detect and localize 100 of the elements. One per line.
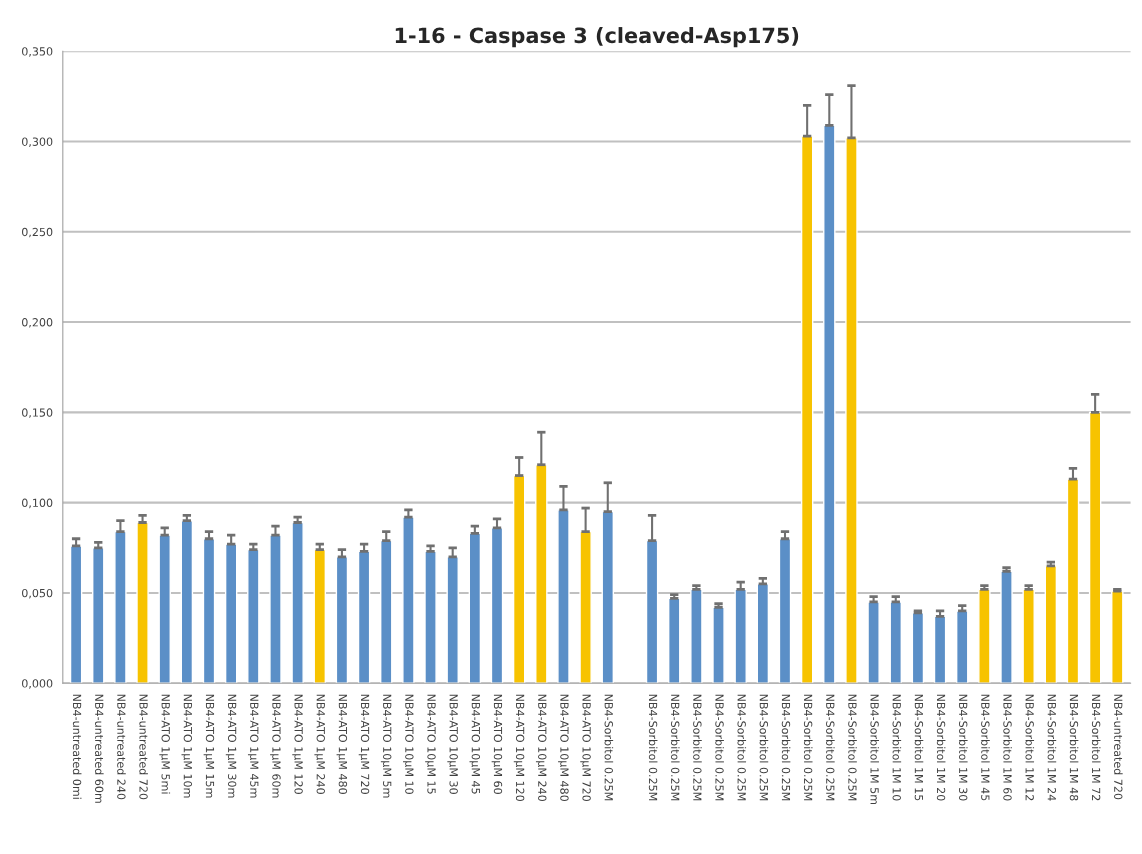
bar [557, 509, 570, 684]
chart-title: 1-16 - Caspase 3 (cleaved-Asp175) [395, 27, 799, 48]
x-tick-label: NB4-ATO 10µM 720 [580, 694, 591, 801]
x-tick-label: NB4-untreated 240 [117, 694, 126, 800]
x-tick-label: NB4-Sorbitol 1M 60 [1003, 694, 1012, 801]
bar [978, 588, 991, 684]
bar [601, 510, 615, 684]
bar [424, 550, 437, 684]
bar [158, 534, 171, 684]
bar [335, 556, 349, 684]
bar [224, 543, 238, 684]
x-tick-label: NB4-untreated 720 [139, 694, 148, 800]
bar [380, 539, 393, 684]
bar [645, 539, 659, 684]
y-tick-label: 0,000 [22, 679, 53, 689]
x-tick-label: NB4-ATO 1µM 5mi [159, 694, 171, 794]
x-tick-label: NB4-ATO 1µM 10m [181, 694, 193, 798]
x-tick-label: NB4-Sorbitol 1M 45 [981, 694, 990, 801]
bar [247, 548, 260, 684]
bar [92, 547, 105, 684]
bar [490, 527, 504, 684]
x-tick-label: NB4-Sorbitol 1M 5m [870, 694, 879, 805]
bar [402, 516, 415, 684]
bar [291, 521, 304, 684]
x-tick-label: NB4-ATO 10µM 480 [558, 694, 569, 801]
x-tick-label: NB4-ATO 1µM 60m [270, 694, 281, 798]
y-tick-label: 0,050 [22, 588, 53, 599]
bar [114, 530, 127, 684]
x-tick-label: NB4-Sorbitol 0.25M [759, 694, 769, 801]
x-tick-label: NB4-ATO 10µM 240 [535, 694, 547, 801]
x-tick-label: NB4-ATO 1µM 15m [203, 694, 215, 798]
bar [823, 124, 836, 684]
y-tick-label: 0,300 [22, 137, 53, 148]
x-tick-label: NB4-untreated 60m [95, 694, 104, 803]
bar [202, 538, 216, 684]
bar [867, 601, 880, 684]
bar [712, 606, 725, 684]
bar [446, 556, 459, 684]
x-tick-label: NB4-Sorbitol 0.25M [671, 694, 680, 801]
bar [845, 137, 858, 684]
bar [955, 610, 969, 684]
y-tick-label: 0,200 [22, 318, 53, 328]
bar [535, 464, 548, 684]
x-tick-label: NB4-ATO 10µM 30 [447, 694, 458, 794]
x-tick-label: NB4-Sorbitol 0.25M [803, 694, 813, 801]
y-tick-label: 0,150 [22, 408, 53, 418]
bar [1000, 570, 1013, 684]
bar [136, 521, 149, 684]
y-tick-label: 0,100 [22, 498, 53, 509]
bar [667, 597, 681, 684]
bar [180, 520, 194, 684]
x-tick-label: NB4-Sorbitol 0.25M [826, 694, 835, 801]
bar [778, 538, 792, 684]
x-tick-label: NB4-Sorbitol 1M 30 [958, 694, 968, 801]
bar [734, 588, 747, 684]
x-tick-label: NB4-ATO 10µM 15 [425, 694, 436, 794]
x-tick-label: NB4-ATO 10µM 45 [469, 694, 481, 794]
x-tick-label: NB4-Sorbitol 0.25M [737, 694, 747, 801]
x-tick-label: NB4-ATO 1µM 240 [314, 694, 325, 794]
x-tick-label: NB4-Sorbitol 0.25M [604, 694, 614, 801]
bar [933, 615, 947, 684]
bar [911, 612, 925, 684]
x-tick-label: NB4-ATO 10µM 60 [491, 694, 503, 794]
x-tick-label: NB4-ATO 10µM 120 [513, 694, 525, 801]
bar [889, 601, 902, 684]
bar [357, 550, 371, 684]
bar [800, 135, 814, 684]
bar [1111, 590, 1124, 684]
x-tick-label: NB4-ATO 1µM 45m [247, 694, 259, 798]
x-tick-label: NB4-untreated 0mi [72, 694, 82, 799]
bar [1088, 411, 1102, 684]
x-tick-label: NB4-Sorbitol 0.25M [715, 694, 724, 801]
bar [690, 588, 703, 684]
x-tick-label: NB4-Sorbitol 1M 48 [1069, 694, 1079, 801]
y-tick-label: 0,250 [22, 227, 53, 238]
x-tick-label: NB4-untreated 720 [1114, 694, 1123, 800]
x-tick-label: NB4-ATO 10µM 10 [403, 694, 414, 794]
bar [512, 474, 526, 684]
x-tick-label: NB4-ATO 1µM 120 [292, 694, 303, 794]
x-tick-label: NB4-Sorbitol 1M 24 [1047, 694, 1057, 801]
x-tick-label: NB4-ATO 10µM 5m [380, 694, 392, 798]
x-tick-label: NB4-Sorbitol 0.25M [693, 694, 702, 801]
x-tick-label: NB4-Sorbitol 1M 10 [892, 694, 902, 801]
x-tick-label: NB4-Sorbitol 0.25M [648, 694, 658, 801]
x-tick-label: NB4-ATO 1µM 480 [336, 694, 348, 794]
bar [269, 534, 282, 684]
bar [579, 530, 592, 684]
x-tick-label: NB4-ATO 1µM 30m [225, 694, 237, 798]
x-tick-label: NB4-Sorbitol 0.25M [848, 694, 857, 801]
bar [468, 532, 482, 684]
bar [1022, 588, 1035, 684]
bar [1044, 565, 1058, 684]
x-tick-label: NB4-Sorbitol 1M 15 [914, 694, 924, 801]
y-tick-label: 0,350 [22, 47, 53, 57]
bar [69, 545, 83, 684]
bar [756, 583, 770, 684]
bar [1066, 478, 1080, 684]
x-tick-label: NB4-ATO 1µM 720 [358, 694, 370, 794]
x-tick-label: NB4-Sorbitol 1M 20 [936, 694, 946, 801]
bar [313, 548, 327, 684]
